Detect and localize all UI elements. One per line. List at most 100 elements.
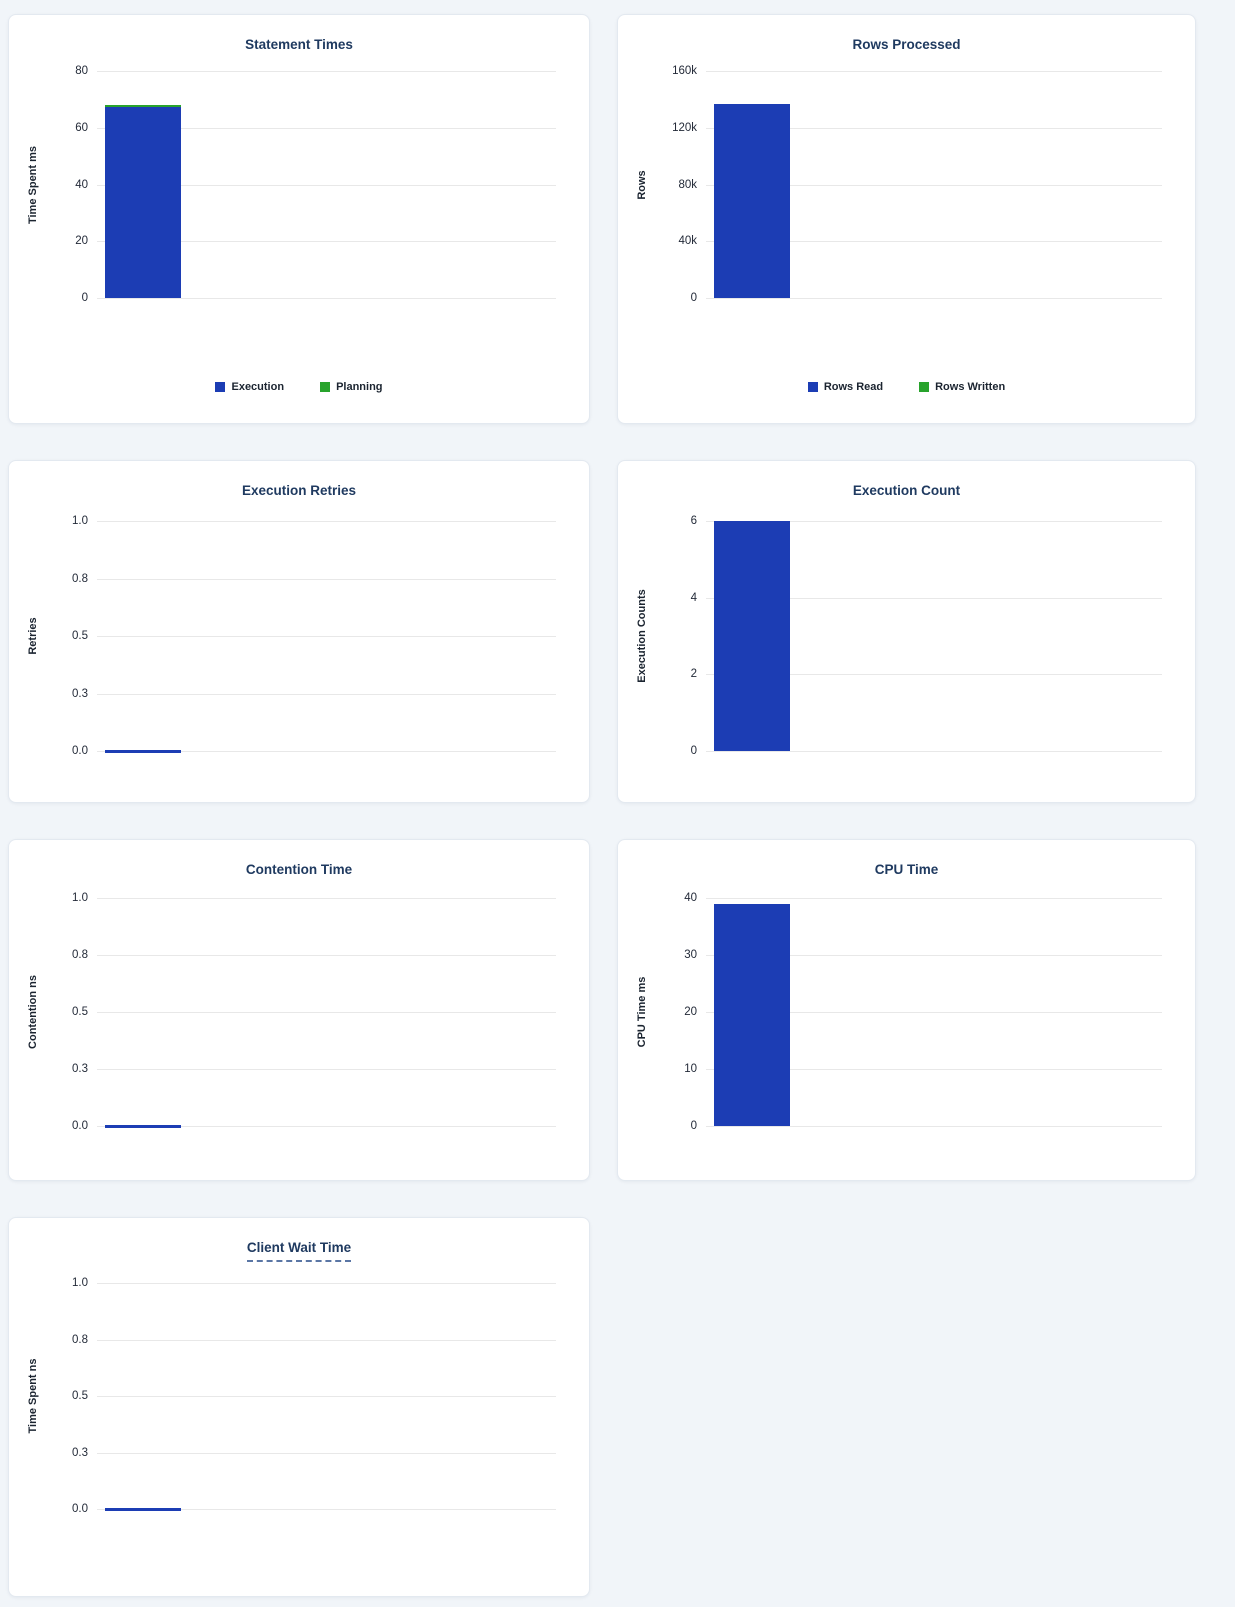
- chart-title-text: Rows Processed: [852, 37, 961, 52]
- gridline: [706, 521, 1162, 522]
- chart-title-statement-times: Statement Times: [9, 37, 589, 53]
- chart-title-execution-count: Execution Count: [618, 483, 1195, 499]
- chart-title-execution-retries: Execution Retries: [9, 483, 589, 499]
- y-tick-label: 0.3: [72, 687, 88, 700]
- bar-stack-rows-processed: [714, 71, 790, 298]
- chart-row: Contention Time 1.0 0.8 0.5 0.3 0.0 Contention…: [0, 839, 1235, 1181]
- gridline: [706, 241, 1162, 243]
- chart-title-text: Execution Retries: [241, 483, 357, 498]
- y-tick-label: 0.8: [72, 949, 88, 961]
- bar-stack-cpu-time: [714, 898, 790, 1126]
- legend-label: Execution: [231, 381, 285, 393]
- charts-dashboard: Statement Times 80 60 40 20 0 Time Spent ms Exe…: [0, 14, 1235, 1597]
- chart-card-execution-count: Execution Count 6 4 2 0 Execution Counts: [617, 460, 1196, 803]
- legend-label: Rows Written: [935, 381, 1006, 393]
- gridline: [706, 184, 1162, 186]
- y-tick-label: 4: [690, 591, 697, 604]
- chart-card-execution-retries: Execution Retries 1.0 0.8 0.5 0.3 0.0 Retries: [8, 460, 590, 803]
- gridline: [706, 298, 1162, 299]
- chart-title-cpu-time: CPU Time: [618, 862, 1195, 878]
- gridline: [97, 1283, 556, 1284]
- y-tick-label: 40k: [678, 235, 697, 248]
- y-tick-label: 80k: [678, 178, 697, 191]
- y-tick-label: 0.3: [72, 1063, 88, 1075]
- chart-legend: Execution Planning: [9, 381, 589, 393]
- y-tick-label: 60: [75, 121, 88, 134]
- y-tick-label: 0.0: [72, 745, 88, 757]
- chart-card-rows-processed: Rows Processed 160k 120k 80k 40k 0 Rows Rows Re…: [617, 14, 1196, 424]
- plot-area-execution-retries: 1.0 0.8 0.5 0.3 0.0 Retries: [27, 515, 556, 757]
- legend-label: Planning: [336, 381, 383, 393]
- gridline: [97, 578, 556, 580]
- y-axis-label: CPU Time ms: [636, 976, 648, 1048]
- gridline: [97, 1509, 556, 1510]
- plot-area-statement-times: 80 60 40 20 0 Time Spent ms: [27, 65, 556, 304]
- y-axis-label: Execution Counts: [636, 589, 648, 683]
- bar-segment-planning: [105, 104, 181, 107]
- gridline: [706, 1126, 1162, 1127]
- y-tick-label: 20: [75, 235, 88, 248]
- y-tick-label: 80: [75, 65, 88, 77]
- bar-stack-execution-count: [714, 521, 790, 751]
- y-axis-label: Rows: [636, 169, 648, 200]
- legend-item-execution: Execution: [215, 381, 284, 393]
- legend-swatch-icon: [320, 382, 331, 392]
- y-tick-label: 2: [690, 668, 697, 681]
- gridline: [97, 1069, 556, 1070]
- gridline: [97, 521, 556, 522]
- gridline: [97, 71, 556, 72]
- plot-area-contention-time: 1.0 0.8 0.5 0.3 0.0 Contention ns: [27, 892, 556, 1132]
- gridline: [706, 1012, 1162, 1013]
- legend-item-rows-written: Rows Written: [919, 381, 1005, 393]
- y-tick-label: 0.8: [72, 572, 88, 585]
- chart-title-text: Contention Time: [245, 862, 353, 877]
- gridline: [97, 1339, 556, 1341]
- legend-swatch-icon: [919, 382, 930, 392]
- y-tick-label: 0.5: [72, 630, 88, 642]
- y-tick-label: 10: [684, 1063, 697, 1075]
- gridline: [97, 898, 556, 899]
- y-tick-label: 160k: [672, 65, 697, 77]
- y-tick-label: 30: [684, 949, 697, 961]
- chart-row: Statement Times 80 60 40 20 0 Time Spent ms Exe…: [0, 14, 1235, 424]
- y-tick-label: 40: [684, 892, 697, 904]
- plot-area-cpu-time: 40 30 20 10 0 CPU Time ms: [636, 892, 1162, 1132]
- y-tick-label: 0: [690, 1120, 697, 1132]
- chart-title-rows-processed: Rows Processed: [618, 37, 1195, 53]
- y-tick-label: 0.3: [72, 1446, 88, 1459]
- chart-row: Client Wait Time 1.0 0.8 0.5 0.3 0.0 Time Spen…: [0, 1217, 1235, 1597]
- chart-title-text: Statement Times: [245, 37, 353, 52]
- gridline: [97, 298, 556, 299]
- y-tick-label: 20: [684, 1006, 697, 1018]
- gridline: [706, 898, 1162, 899]
- y-tick-label: 40: [75, 178, 88, 191]
- gridline: [97, 241, 556, 243]
- gridline: [97, 1452, 556, 1454]
- bar-segment-execution: [105, 106, 181, 298]
- chart-title-contention-time: Contention Time: [9, 862, 589, 878]
- gridline: [97, 636, 556, 637]
- chart-title-tooltip-trigger[interactable]: Client Wait Time: [246, 1240, 352, 1262]
- plot-area-client-wait-time: 1.0 0.8 0.5 0.3 0.0 Time Spent ns: [27, 1277, 556, 1515]
- gridline: [97, 1396, 556, 1397]
- bar-stack-statement-times: [105, 71, 181, 298]
- legend-swatch-icon: [215, 382, 226, 392]
- gridline: [706, 1069, 1162, 1070]
- y-tick-label: 0.5: [72, 1390, 88, 1402]
- y-tick-label: 0.0: [72, 1120, 88, 1132]
- y-tick-label: 1.0: [72, 515, 88, 527]
- y-tick-label: 0.5: [72, 1006, 88, 1018]
- chart-card-contention-time: Contention Time 1.0 0.8 0.5 0.3 0.0 Contention…: [8, 839, 590, 1181]
- bar-segment-rows-read: [714, 103, 790, 298]
- y-tick-label: 0: [81, 292, 88, 304]
- gridline: [97, 184, 556, 186]
- legend-swatch-icon: [807, 382, 818, 392]
- bar-segment-cpu-time: [714, 903, 790, 1126]
- y-tick-label: 0: [690, 745, 697, 757]
- chart-title-text: Execution Count: [852, 483, 961, 498]
- legend-label: Rows Read: [823, 381, 884, 393]
- gridline: [706, 597, 1162, 599]
- legend-item-planning: Planning: [320, 381, 383, 393]
- y-tick-label: 120k: [672, 121, 697, 134]
- gridline: [706, 674, 1162, 676]
